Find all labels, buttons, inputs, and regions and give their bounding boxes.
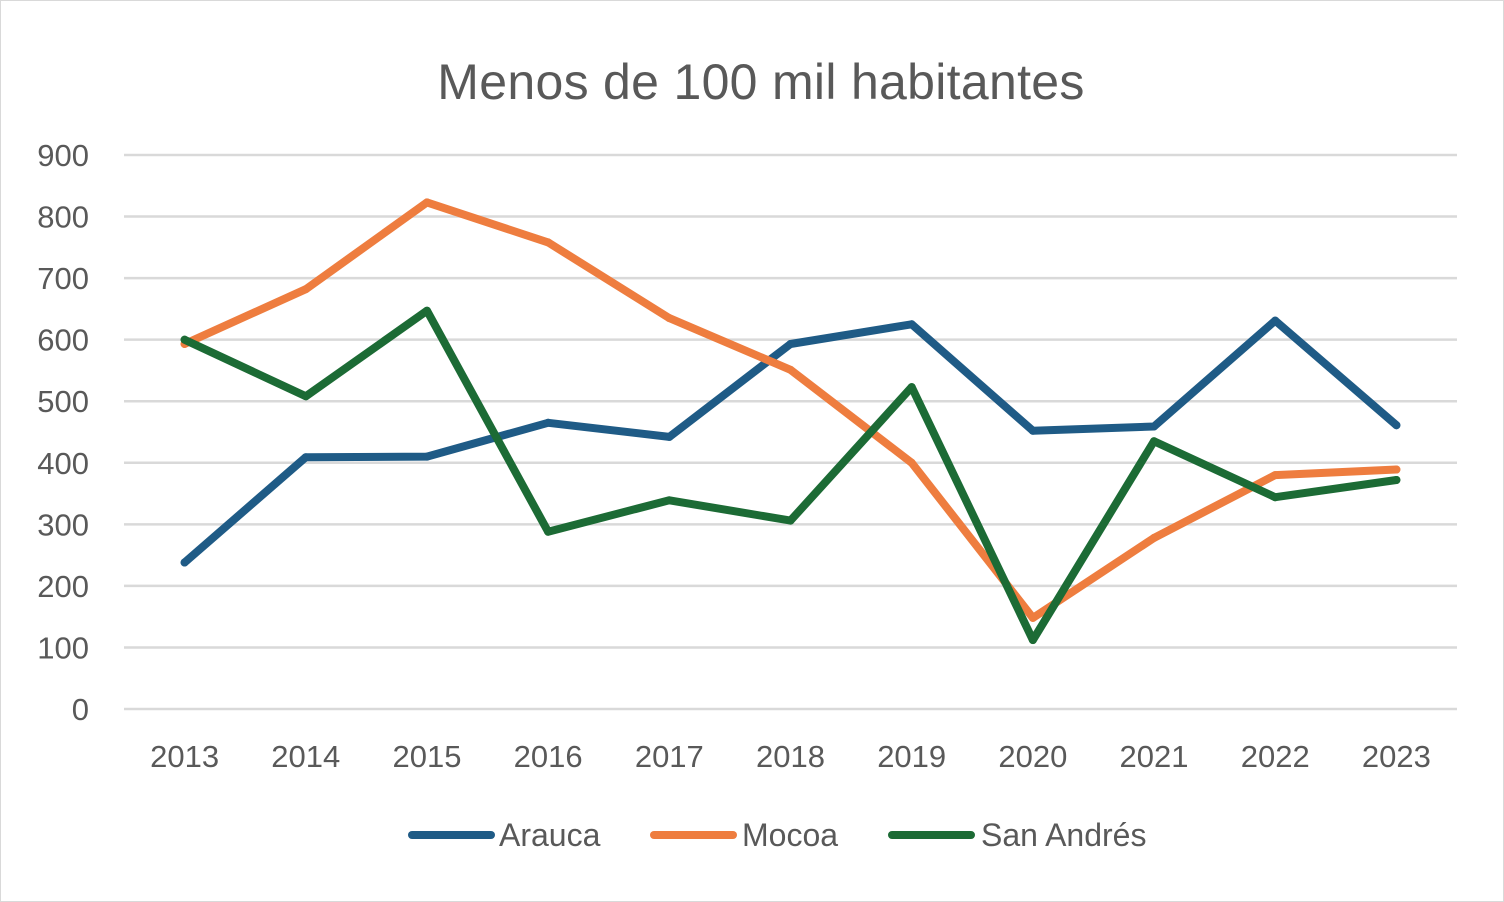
x-tick-label: 2013 <box>150 739 219 774</box>
series-line-san-andr-s <box>180 306 1401 645</box>
data-point <box>180 558 189 567</box>
data-point <box>180 335 189 344</box>
y-tick-label: 0 <box>72 692 89 727</box>
y-tick-label: 300 <box>37 507 89 542</box>
legend: Arauca Mocoa San Andrés <box>408 817 1146 853</box>
data-point <box>907 458 916 467</box>
data-point <box>1028 426 1037 435</box>
y-tick-label: 700 <box>37 261 89 296</box>
data-point <box>1028 636 1037 645</box>
gridlines <box>124 153 1457 711</box>
x-tick-label: 2020 <box>998 739 1067 774</box>
y-tick-label: 800 <box>37 200 89 235</box>
data-point <box>1150 422 1159 431</box>
y-tick-label: 600 <box>37 323 89 358</box>
data-point <box>907 320 916 329</box>
x-tick-label: 2014 <box>271 739 340 774</box>
data-point <box>301 285 310 294</box>
data-point <box>907 383 916 392</box>
data-point <box>1392 465 1401 474</box>
chart-title: Menos de 100 mil habitantes <box>437 54 1085 110</box>
data-point <box>422 306 431 315</box>
y-tick-label: 100 <box>37 630 89 665</box>
data-point <box>786 365 795 374</box>
x-tick-label: 2015 <box>392 739 461 774</box>
data-point <box>301 392 310 401</box>
x-tick-label: 2021 <box>1120 739 1189 774</box>
series-lines <box>180 198 1401 645</box>
x-tick-label: 2019 <box>877 739 946 774</box>
data-point <box>1392 421 1401 430</box>
data-point <box>665 432 674 441</box>
data-point <box>665 314 674 323</box>
data-point <box>1028 613 1037 622</box>
x-tick-label: 2017 <box>635 739 704 774</box>
data-point <box>1392 476 1401 485</box>
x-tick-label: 2022 <box>1241 739 1310 774</box>
y-tick-label: 400 <box>37 446 89 481</box>
data-point <box>422 452 431 461</box>
data-point <box>544 418 553 427</box>
legend-label: Arauca <box>499 817 601 853</box>
y-tick-label: 200 <box>37 569 89 604</box>
x-tick-label: 2023 <box>1362 739 1431 774</box>
x-axis-ticks: 2013 2014 2015 2016 2017 2018 2019 2020 2021 2022… <box>150 739 1431 774</box>
x-tick-label: 2018 <box>756 739 825 774</box>
data-point <box>786 516 795 525</box>
data-point <box>422 198 431 207</box>
data-point <box>1271 471 1280 480</box>
x-tick-label: 2016 <box>514 739 583 774</box>
y-axis-ticks: 0 100 200 300 400 500 600 700 800 900 <box>37 138 89 727</box>
data-point <box>1150 533 1159 542</box>
data-point <box>544 238 553 247</box>
data-point <box>786 339 795 348</box>
data-point <box>1271 316 1280 325</box>
legend-label: San Andrés <box>981 817 1146 853</box>
data-point <box>1271 493 1280 502</box>
data-point <box>1150 437 1159 446</box>
legend-label: Mocoa <box>742 817 838 853</box>
data-point <box>544 527 553 536</box>
data-point <box>301 453 310 462</box>
data-point <box>665 496 674 505</box>
series-line-mocoa <box>180 198 1401 622</box>
y-tick-label: 500 <box>37 384 89 419</box>
y-tick-label: 900 <box>37 138 89 173</box>
